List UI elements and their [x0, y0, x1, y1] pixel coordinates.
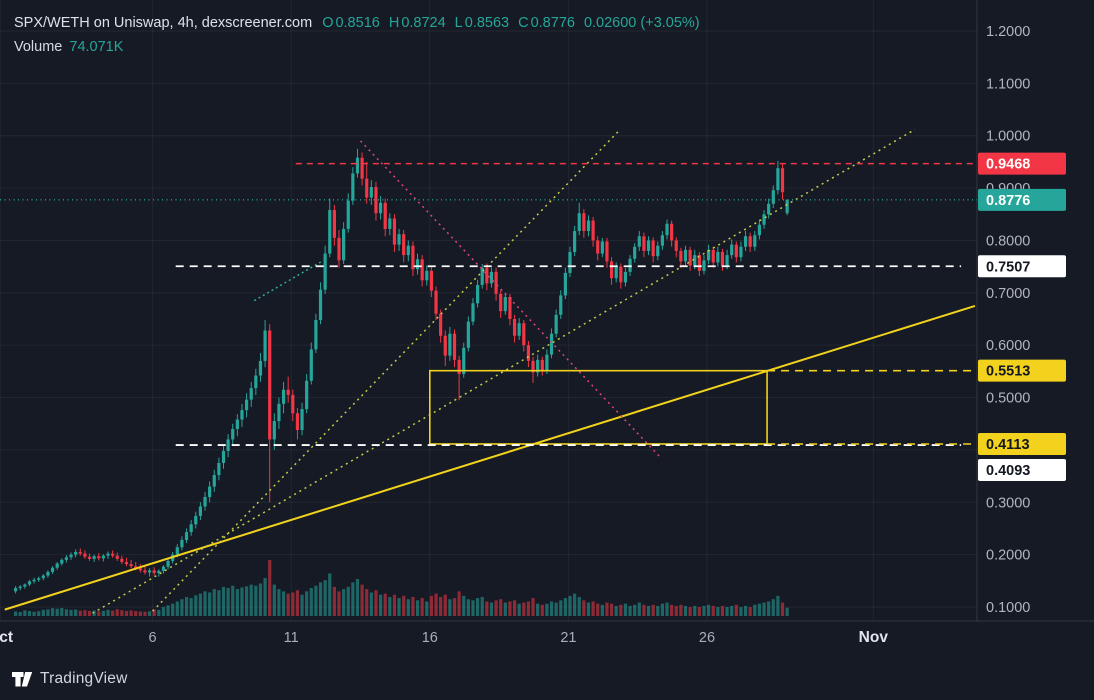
time-tick-Nov: Nov — [859, 629, 889, 646]
price-tick-label: 0.8000 — [986, 233, 1030, 249]
drawing-overlays[interactable] — [0, 128, 977, 614]
price-tick-label: 1.0000 — [986, 129, 1030, 145]
price-badge-0.7507 — [978, 255, 1066, 278]
price-tick-label: 0.1000 — [986, 600, 1030, 616]
chart-legend[interactable]: SPX/WETH on Uniswap, 4h, dexscreener.com… — [14, 12, 702, 59]
candles-layer — [14, 148, 789, 594]
price-badge-0.8776 — [978, 188, 1066, 211]
time-tick-Oct: Oct — [0, 629, 13, 646]
volume-value: 74.071K — [69, 39, 124, 56]
mini-teal-trendline[interactable] — [253, 259, 324, 302]
tradingview-logo — [12, 672, 33, 687]
open-value: 0.8516 — [335, 15, 380, 31]
change-value: 0.02600 (+3.05%) — [583, 15, 700, 31]
time-tick-6: 6 — [149, 630, 157, 646]
price-tick-label: 1.2000 — [986, 24, 1030, 40]
symbol-title[interactable]: SPX/WETH on Uniswap, 4h, dexscreener.com — [14, 15, 313, 31]
close-label: C — [518, 15, 529, 31]
accumulation-box[interactable] — [428, 369, 768, 445]
price-badge-text: 0.5513 — [986, 364, 1030, 380]
descending-dotted-pink[interactable] — [359, 140, 662, 459]
price-badge-text: 0.7507 — [986, 259, 1030, 275]
time-tick-26: 26 — [699, 630, 715, 646]
price-tick-label: 0.6000 — [986, 338, 1030, 354]
support-trendline[interactable] — [4, 304, 976, 611]
close-value: 0.8776 — [530, 15, 575, 31]
time-tick-21: 21 — [560, 630, 576, 646]
tradingview-wordmark: TradingView — [40, 670, 128, 687]
price-badge-0.4093 — [978, 459, 1066, 481]
price-tick-label: 0.2000 — [986, 548, 1030, 564]
volume-pane — [14, 560, 789, 616]
ascending-dotted-steep[interactable] — [152, 129, 620, 612]
price-axis[interactable]: 1.20001.10001.00000.90000.80000.70000.60… — [978, 24, 1066, 616]
price-badge-text: 0.4113 — [986, 437, 1030, 453]
price-badge-text: 0.8776 — [986, 193, 1030, 209]
tradingview-attribution[interactable]: TradingView — [12, 669, 128, 689]
price-tick-label: 0.7000 — [986, 286, 1030, 302]
time-tick-11: 11 — [284, 630, 299, 646]
price-badge-text: 0.4093 — [986, 463, 1030, 479]
price-badge-text: 0.9468 — [986, 157, 1030, 173]
high-label: H — [388, 15, 400, 31]
price-tick-label: 1.1000 — [986, 76, 1030, 92]
price-badge-0.9468 — [978, 152, 1066, 175]
price-tick-label: 0.3000 — [986, 495, 1030, 511]
open-label: O — [322, 15, 334, 31]
grid-lines — [0, 0, 977, 621]
low-label: L — [454, 15, 463, 31]
high-value: 0.8724 — [401, 15, 446, 31]
price-badge-0.4113 — [978, 432, 1066, 455]
time-axis[interactable]: Oct 6 11 16 21 26 Nov — [0, 629, 888, 646]
volume-label[interactable]: Volume — [14, 39, 63, 56]
price-badge-0.5513 — [978, 359, 1066, 382]
axis-frame — [0, 0, 1094, 622]
time-tick-16: 16 — [422, 630, 438, 646]
ohlc-readout: O 0.8516 H 0.8724 L 0.8563 C 0.8776 0.02600 (+3.… — [322, 15, 701, 31]
low-value: 0.8563 — [464, 15, 510, 31]
price-tick-label: 0.5000 — [986, 391, 1030, 407]
